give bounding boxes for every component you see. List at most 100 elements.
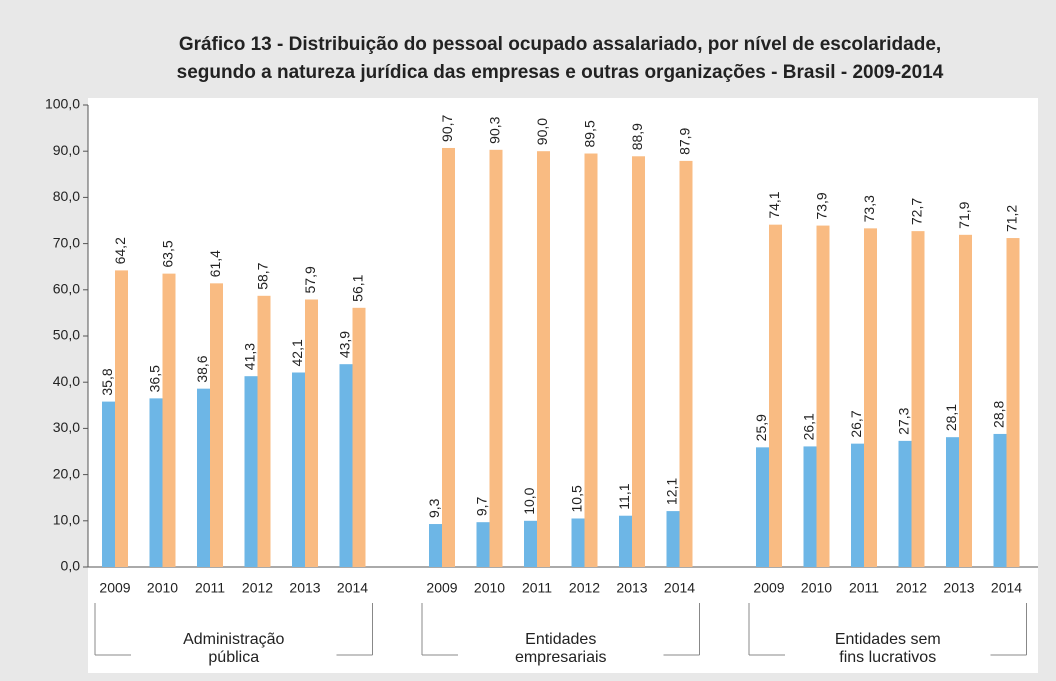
x-tick-label: 2009 [753,580,784,596]
value-label: 90,7 [439,115,455,142]
value-label: 61,4 [207,250,223,277]
chart-title: segundo a natureza jurídica das empresas… [177,62,944,83]
bar [619,515,632,567]
y-tick-label: 100,0 [45,96,80,112]
value-label: 28,8 [991,400,1007,427]
value-label: 42,1 [289,339,305,366]
value-label: 10,5 [569,485,585,512]
group-label: pública [208,649,259,666]
value-label: 11,1 [616,483,632,509]
value-label: 56,1 [350,274,366,301]
bar [149,398,163,567]
value-label: 26,7 [848,410,864,437]
bar [584,153,598,567]
x-tick-label: 2012 [242,580,273,596]
y-tick-label: 30,0 [53,419,80,435]
value-label: 10,0 [521,487,537,514]
value-label: 90,3 [487,116,503,143]
bar [257,295,271,567]
bar [816,225,830,567]
bar [959,234,972,567]
bar [803,446,817,567]
value-label: 90,0 [534,118,550,145]
y-tick-label: 0,0 [61,558,81,574]
value-label: 74,1 [766,191,782,218]
bar [305,299,318,567]
y-tick-label: 90,0 [53,142,80,158]
value-label: 26,1 [801,413,817,440]
bar [911,231,925,567]
x-tick-label: 2013 [289,580,320,596]
x-tick-label: 2011 [195,580,225,596]
value-label: 88,9 [629,123,645,150]
value-label: 73,9 [814,192,830,219]
bar [632,156,645,568]
x-tick-label: 2013 [943,580,974,596]
chart-title: Gráfico 13 - Distribuição do pessoal ocu… [179,34,941,55]
group-label: Entidades [525,631,596,648]
value-label: 63,5 [160,240,176,267]
x-tick-label: 2009 [99,580,130,596]
value-label: 64,2 [112,237,128,264]
x-tick-label: 2009 [426,580,457,596]
x-tick-label: 2014 [337,580,368,596]
bar [210,283,223,567]
y-tick-label: 20,0 [53,465,80,481]
bar [244,376,258,567]
value-label: 58,7 [255,262,271,289]
value-label: 43,9 [337,331,353,358]
x-tick-label: 2012 [896,580,927,596]
bar [946,437,959,567]
y-tick-label: 80,0 [53,188,80,204]
group-label: Entidades sem [835,631,941,648]
value-label: 41,3 [242,343,258,370]
bar [442,147,455,567]
value-label: 57,9 [302,266,318,293]
group-label: fins lucrativos [839,649,936,666]
bar [679,160,693,568]
bar [1006,238,1020,567]
bar [429,524,442,567]
value-label: 12,1 [664,478,680,505]
bar [197,388,210,567]
x-tick-label: 2011 [849,580,879,596]
bar [339,364,353,567]
value-label: 36,5 [147,365,163,392]
bar [571,518,585,567]
value-label: 28,1 [943,404,959,431]
bar [162,273,176,567]
bar [898,440,912,567]
value-label: 71,2 [1004,205,1020,232]
bar [292,372,305,567]
value-label: 89,5 [582,120,598,147]
bar [993,433,1007,567]
x-tick-label: 2010 [801,580,832,596]
bar [476,522,490,567]
y-tick-label: 60,0 [53,281,80,297]
x-tick-label: 2010 [474,580,505,596]
x-tick-label: 2010 [147,580,178,596]
bar [769,224,782,567]
value-label: 72,7 [909,198,925,225]
x-tick-label: 2014 [991,580,1022,596]
bar [537,151,550,567]
y-tick-label: 70,0 [53,234,80,250]
bar [864,228,877,567]
x-tick-label: 2012 [569,580,600,596]
bar [666,511,680,567]
value-label: 25,9 [753,414,769,441]
bar [352,307,366,567]
y-tick-label: 10,0 [53,512,80,528]
group-label: empresariais [515,649,607,666]
group-label: Administração [183,631,284,648]
value-label: 73,3 [861,195,877,222]
bar [851,443,864,567]
bar [489,149,503,567]
bar [756,447,769,567]
bar [102,401,115,567]
y-tick-label: 50,0 [53,327,80,343]
value-label: 9,7 [474,497,490,517]
value-label: 87,9 [677,127,693,154]
value-label: 35,8 [99,368,115,395]
